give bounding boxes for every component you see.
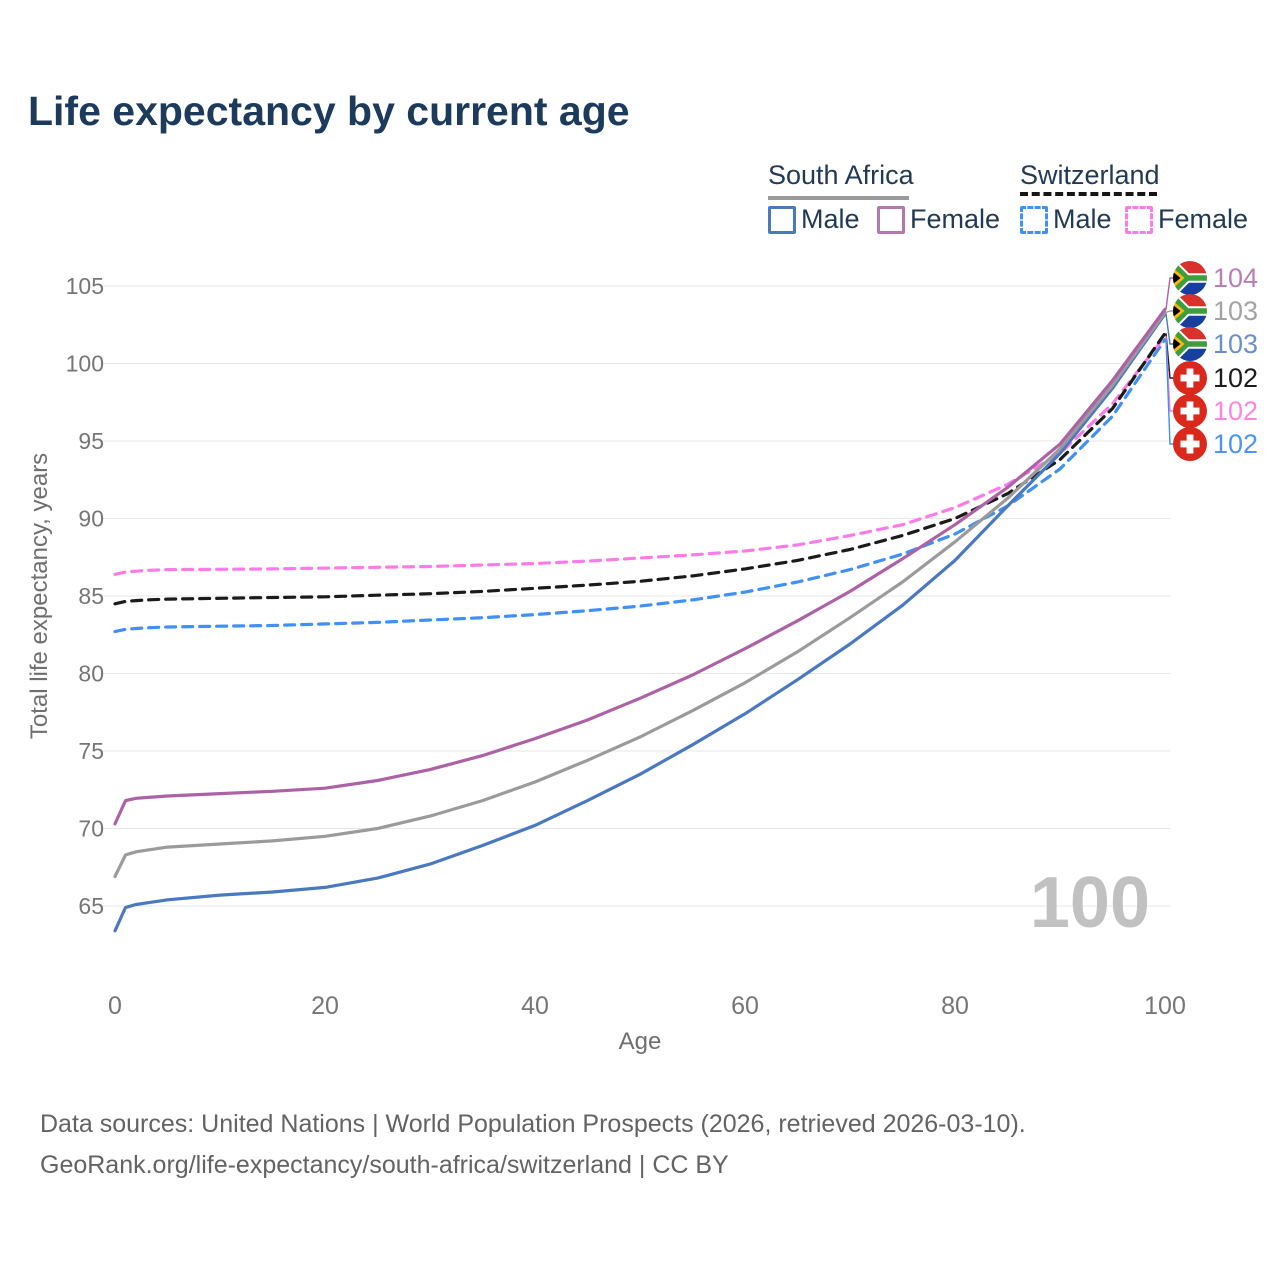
legend-label-ch-female[interactable]: Female xyxy=(1158,204,1249,234)
end-label-leader xyxy=(1165,277,1173,310)
x-tick-label: 100 xyxy=(1144,992,1186,1020)
flag-icon-south-africa xyxy=(1173,261,1207,295)
end-value-label: 102 xyxy=(1213,429,1258,459)
series-line-switzerland-female[interactable] xyxy=(113,334,1167,576)
y-tick-label: 105 xyxy=(66,273,104,299)
end-label-leader xyxy=(1165,339,1173,445)
end-value-label: 102 xyxy=(1213,363,1258,393)
series-line-switzerland-both-sexes[interactable] xyxy=(113,331,1167,606)
y-axis-title: Total life expectancy, years xyxy=(26,453,53,739)
x-tick-label: 40 xyxy=(521,992,549,1020)
y-tick-label: 100 xyxy=(66,351,104,377)
end-label-leader xyxy=(1165,313,1173,345)
y-tick-label: 75 xyxy=(78,738,104,764)
y-tick-label: 85 xyxy=(78,583,104,609)
end-value-label: 103 xyxy=(1213,296,1258,326)
y-tick-label: 65 xyxy=(78,893,104,919)
legend-label-sa-female[interactable]: Female xyxy=(910,204,1001,234)
flag-icon-switzerland xyxy=(1173,427,1207,461)
end-value-label: 104 xyxy=(1213,263,1258,293)
legend-label-sa-male[interactable]: Male xyxy=(801,204,860,234)
flag-icon-switzerland xyxy=(1173,394,1207,428)
y-tick-label: 95 xyxy=(78,428,104,454)
south-africa-line-sample xyxy=(768,196,909,200)
switzerland-line-sample xyxy=(1020,192,1157,196)
legend-box-sa-female[interactable] xyxy=(877,206,905,234)
y-tick-label: 70 xyxy=(78,816,104,842)
legend-group-south-africa[interactable]: South Africa xyxy=(768,160,914,190)
x-tick-label: 0 xyxy=(108,992,122,1020)
legend-box-sa-male[interactable] xyxy=(768,206,796,234)
series-line-south-africa-female[interactable] xyxy=(113,307,1167,826)
series-line-south-africa-both-sexes[interactable] xyxy=(113,310,1167,879)
footer-datasource: Data sources: United Nations | World Pop… xyxy=(40,1110,1026,1138)
flag-icon-south-africa xyxy=(1173,327,1207,361)
flag-icon-south-africa xyxy=(1173,294,1207,328)
x-axis-title: Age xyxy=(619,1028,662,1055)
footer-attribution[interactable]: GeoRank.org/life-expectancy/south-africa… xyxy=(40,1151,729,1179)
series-line-south-africa-male[interactable] xyxy=(113,312,1167,933)
y-tick-label: 90 xyxy=(78,506,104,532)
y-tick-label: 80 xyxy=(78,661,104,687)
legend-group-switzerland[interactable]: Switzerland xyxy=(1020,160,1160,190)
legend-box-ch-female[interactable] xyxy=(1125,206,1153,234)
end-value-label: 103 xyxy=(1213,329,1258,359)
flag-icon-switzerland xyxy=(1173,361,1207,395)
end-value-label: 102 xyxy=(1213,396,1258,426)
series-line-switzerland-male[interactable] xyxy=(113,337,1167,634)
legend-box-ch-male[interactable] xyxy=(1020,206,1048,234)
x-tick-label: 80 xyxy=(941,992,969,1020)
x-tick-label: 20 xyxy=(311,992,339,1020)
page-title: Life expectancy by current age xyxy=(28,88,630,134)
legend-label-ch-male[interactable]: Male xyxy=(1053,204,1112,234)
end-label-leader xyxy=(1165,310,1173,314)
x-tick-label: 60 xyxy=(731,992,759,1020)
footer: Data sources: United Nations | World Pop… xyxy=(40,1104,1026,1186)
age-counter-watermark: 100 xyxy=(1029,863,1150,943)
